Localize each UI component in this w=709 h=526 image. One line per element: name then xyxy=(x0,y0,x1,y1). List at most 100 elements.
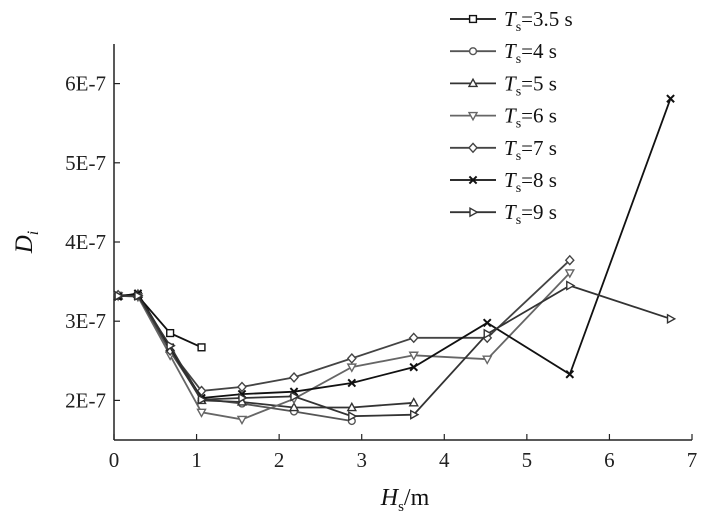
legend-var: T xyxy=(504,168,517,192)
data-point xyxy=(196,408,207,418)
legend-marker xyxy=(467,111,479,122)
legend-eq: = xyxy=(521,200,533,224)
data-point xyxy=(564,254,575,266)
legend-var: T xyxy=(504,39,517,63)
legend-sub: s xyxy=(516,149,521,164)
legend-label: Ts=7 s xyxy=(504,136,557,164)
data-point xyxy=(166,328,175,338)
data-point xyxy=(666,313,677,325)
legend-value: 7 s xyxy=(533,136,557,160)
data-point xyxy=(564,269,575,279)
legend-marker xyxy=(468,47,478,56)
legend-label: Ts=5 s xyxy=(504,71,557,99)
y-axis-sub: i xyxy=(25,231,42,235)
series-0 xyxy=(114,291,206,352)
y-tick-label: 3E-7 xyxy=(65,309,106,333)
data-point xyxy=(114,290,124,302)
legend-marker xyxy=(468,175,478,185)
series-line xyxy=(118,259,571,392)
legend-value: 6 s xyxy=(533,104,557,128)
legend-item: Ts=7 s xyxy=(450,136,557,164)
data-point xyxy=(346,401,357,412)
x-axis-unit: /m xyxy=(404,485,430,511)
chart-axes: 0 1 2 3 4 5 6 7 2E-7 3E-7 4E-7 5E-7 6E-7 Hs/m Di xyxy=(11,44,697,515)
legend-label: Ts=3.5 s xyxy=(504,7,573,35)
legend-sub: s xyxy=(516,84,521,99)
x-tick-label: 7 xyxy=(687,448,698,472)
data-point xyxy=(666,94,675,103)
data-point xyxy=(290,391,300,402)
data-point xyxy=(483,328,493,340)
legend-marker xyxy=(469,207,479,218)
series-line xyxy=(118,294,202,349)
legend-item: Ts=4 s xyxy=(450,39,557,67)
legend-item: Ts=5 s xyxy=(450,71,557,99)
data-point xyxy=(236,415,248,426)
data-point xyxy=(410,409,420,420)
legend-value: 3.5 s xyxy=(533,7,573,31)
data-point xyxy=(347,378,357,388)
series-layer xyxy=(112,94,677,426)
legend-var: T xyxy=(504,136,517,160)
legend-eq: = xyxy=(521,39,533,63)
legend-eq: = xyxy=(521,136,533,160)
data-point xyxy=(408,332,419,344)
legend-var: T xyxy=(504,7,517,31)
data-point xyxy=(409,362,419,372)
legend-eq: = xyxy=(521,7,533,31)
data-point xyxy=(408,351,419,361)
data-point xyxy=(565,369,575,379)
x-tick-label: 1 xyxy=(191,448,202,472)
series-line xyxy=(118,293,414,409)
legend-value: 8 s xyxy=(533,168,557,192)
legend-value: 4 s xyxy=(533,39,557,63)
x-tick-label: 5 xyxy=(522,448,533,472)
legend-label: Ts=9 s xyxy=(504,200,557,228)
series-6 xyxy=(114,280,677,422)
data-point xyxy=(166,340,176,351)
legend-marker xyxy=(468,14,478,24)
data-point xyxy=(289,371,299,383)
data-point xyxy=(197,394,208,405)
data-point xyxy=(566,280,576,291)
data-point xyxy=(482,355,493,365)
legend-var: T xyxy=(504,104,517,128)
x-tick-label: 6 xyxy=(604,448,615,472)
data-point xyxy=(346,352,357,364)
y-tick-label: 4E-7 xyxy=(65,230,106,254)
x-tick-label: 4 xyxy=(439,448,450,472)
legend-item: Ts=9 s xyxy=(450,200,557,228)
legend-eq: = xyxy=(521,71,533,95)
y-axis-var: D xyxy=(11,235,38,254)
legend-item: Ts=3.5 s xyxy=(450,7,573,35)
legend-marker xyxy=(468,142,478,154)
series-5 xyxy=(113,94,675,403)
legend-label: Ts=6 s xyxy=(504,104,557,132)
x-tick-label: 2 xyxy=(274,448,285,472)
data-point xyxy=(346,363,357,373)
legend-item: Ts=8 s xyxy=(450,168,557,196)
data-point xyxy=(348,411,358,422)
series-line xyxy=(117,98,672,399)
series-line xyxy=(118,272,571,421)
data-point xyxy=(237,381,247,393)
legend-item: Ts=6 s xyxy=(450,104,557,132)
legend-var: T xyxy=(504,71,517,95)
y-tick-label: 6E-7 xyxy=(65,72,106,96)
x-axis-sub: s xyxy=(398,499,404,515)
legend-value: 5 s xyxy=(533,71,557,95)
data-point xyxy=(197,343,206,352)
legend-eq: = xyxy=(521,168,533,192)
legend-sub: s xyxy=(516,181,521,196)
x-axis-var: H xyxy=(380,485,400,511)
series-4 xyxy=(113,254,575,397)
data-point xyxy=(288,401,300,412)
data-point xyxy=(482,318,492,328)
data-point xyxy=(238,392,248,404)
x-axis-title: Hs/m xyxy=(380,485,430,515)
legend-eq: = xyxy=(521,104,533,128)
data-point xyxy=(134,290,144,302)
legend-sub: s xyxy=(516,117,521,132)
x-tick-label: 0 xyxy=(109,448,120,472)
